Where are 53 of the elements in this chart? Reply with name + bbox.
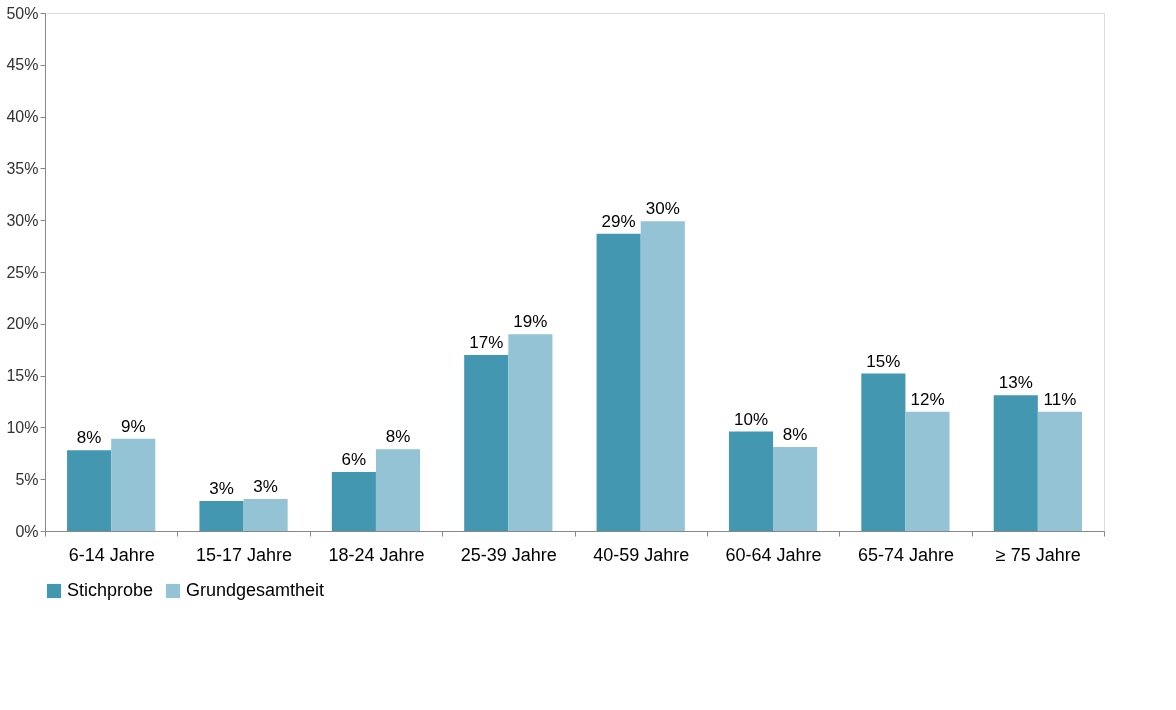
legend-label: Grundgesamtheit [186,580,325,600]
y-tick-label: 5% [15,470,39,488]
bar [861,373,906,531]
data-label: 8% [76,428,102,448]
data-label: 9% [120,416,146,436]
data-label: 30% [645,199,680,219]
data-label: 8% [782,425,808,445]
y-tick-label: 15% [6,367,39,385]
data-label: 3% [209,478,234,498]
bar [67,450,112,531]
x-tick-label: 40-59 Jahre [593,544,690,565]
y-tick-label: 40% [6,108,39,126]
data-label: 3% [253,476,278,496]
y-tick-label: 25% [6,263,39,281]
bar [375,449,421,531]
data-label: 6% [341,449,367,469]
x-tick-label: ≥ 75 Jahre [995,544,1081,565]
bar [993,395,1038,531]
data-label: 10% [733,409,769,429]
x-tick-label: 15-17 Jahre [196,544,293,565]
y-tick-label: 50% [6,4,39,22]
x-tick-label: 6-14 Jahre [68,544,155,565]
x-tick-label: 18-24 Jahre [328,544,425,565]
bar [905,411,950,531]
bar [331,471,376,531]
data-label: 11% [1043,389,1077,409]
bar [640,221,685,531]
y-tick-label: 0% [15,522,39,540]
y-tick-label: 45% [6,56,39,74]
bar [243,498,288,531]
bar [728,431,774,531]
bar [596,233,641,531]
data-label: 29% [601,211,636,231]
bar [111,438,156,531]
data-label: 17% [469,332,504,352]
bar [508,334,553,531]
y-tick-label: 30% [6,211,39,229]
y-tick-label: 20% [6,315,39,333]
data-label: 12% [910,389,945,409]
data-label: 19% [513,312,548,332]
x-tick-label: 65-74 Jahre [857,544,954,565]
x-tick-label: 25-39 Jahre [460,544,557,565]
data-label: 13% [998,373,1033,393]
bar [773,447,818,531]
y-tick-label: 35% [6,159,39,177]
x-tick-label: 60-64 Jahre [725,544,822,565]
bar [464,354,509,531]
data-label: 8% [385,427,411,447]
bar [1037,411,1082,531]
data-label: 15% [866,351,901,371]
legend-label: Stichprobe [67,580,154,600]
y-tick-label: 10% [6,418,39,436]
bar [199,500,244,531]
